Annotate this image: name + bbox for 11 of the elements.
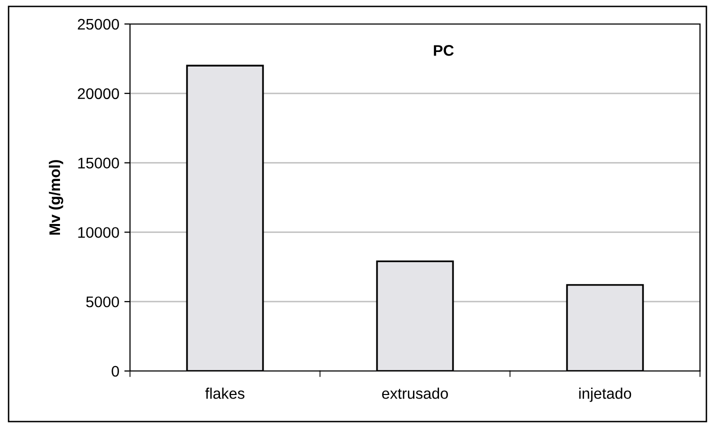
x-tick-label: flakes	[205, 388, 244, 399]
y-axis-title: Mv (g/mol)	[48, 160, 64, 235]
y-tick-label: 20000	[78, 88, 119, 100]
text: PC	[434, 45, 454, 56]
y-tick-label: 10000	[78, 227, 119, 238]
x-tick-label: extrusado	[382, 388, 448, 399]
y-tick-label: 0	[112, 366, 119, 377]
y-tick-label: 5000	[86, 296, 119, 308]
x-tick-label: injetado	[579, 388, 632, 402]
y-tick-label: 25000	[78, 18, 119, 30]
y-tick-label: 15000	[78, 158, 119, 168]
